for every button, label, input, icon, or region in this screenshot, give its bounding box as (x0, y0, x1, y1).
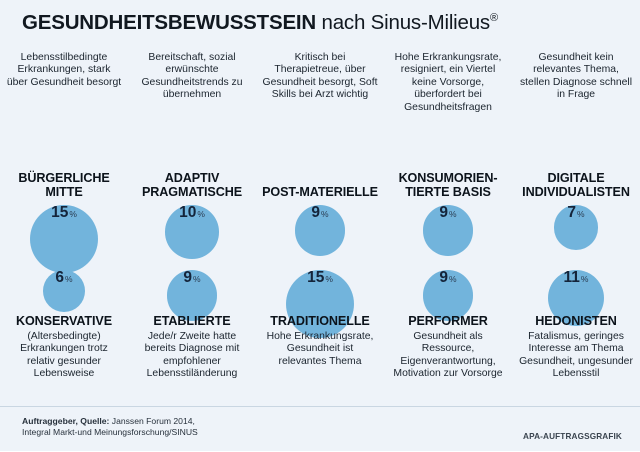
bubble-value: 9 (439, 204, 449, 221)
percent-sign: % (449, 274, 457, 284)
bubble-cell-bottom: 9% (384, 266, 512, 331)
title-bar: GESUNDHEITSBEWUSSTSEIN nach Sinus-Milieu… (0, 0, 640, 46)
percent-sign: % (449, 209, 457, 219)
bubble-value: 9 (311, 204, 321, 221)
bubble-cell-bottom: 6% (0, 266, 128, 331)
bubble-cell-bottom: 9% (128, 266, 256, 331)
footer: Auftraggeber, Quelle: Janssen Forum 2014… (0, 406, 640, 452)
percent-sign: % (321, 209, 329, 219)
bubble-value: 10 (179, 204, 197, 221)
percentage-bubble[interactable]: 6% (43, 270, 85, 312)
milieu-grid: Lebensstilbedingte Erkrankungen, stark ü… (0, 46, 640, 406)
column-bottom: TRADITIONELLE Hohe Erkrankungsrate, Gesu… (256, 310, 384, 406)
description-text: Lebensstilbedingte Erkrankungen, stark ü… (6, 52, 122, 88)
milieu-name-top: POST-MATERIELLE (256, 116, 384, 201)
bubble-cell-top: 9% (256, 201, 384, 276)
milieu-name-bottom: HEDONISTEN (535, 314, 617, 328)
milieu-name-text: BÜRGERLICHE MITTE (18, 170, 110, 199)
source-line-1: Janssen Forum 2014, (109, 416, 195, 426)
milieu-name-text: ADAPTIV PRAGMATISCHE (141, 170, 243, 199)
milieu-name-top: DIGITALE INDIVIDUALISTEN (512, 116, 640, 201)
bubble-value: 15 (307, 269, 325, 286)
bubble-cell-top: 15% (0, 201, 128, 276)
bubble-cell-bottom: 15% (256, 266, 384, 339)
bubble-value: 7 (567, 204, 577, 221)
milieu-name-bottom: TRADITIONELLE (270, 314, 370, 328)
bubble-cell-top: 9% (384, 201, 512, 276)
bubble-value: 9 (183, 269, 193, 286)
bubble-cell-top: 7% (512, 201, 640, 276)
column-description-bottom: Fatalismus, geringes Interesse am Thema … (519, 331, 633, 380)
percent-sign: % (580, 274, 589, 284)
percent-sign: % (197, 209, 205, 219)
milieu-name-top: KONSUMORIEN-TIERTE BASIS (384, 116, 512, 201)
percent-sign: % (325, 274, 333, 284)
column-bottom: PERFORMER Gesundheit als Ressource, Eige… (384, 310, 512, 406)
percentage-bubble[interactable]: 11% (547, 269, 605, 327)
column-description-top: Bereitschaft, sozial erwünschte Gesundhe… (128, 46, 256, 116)
column-bottom: KONSERVATIVE (Altersbedingte) Erkrankung… (0, 310, 128, 406)
page-title: GESUNDHEITSBEWUSSTSEIN nach Sinus-Milieu… (22, 11, 498, 35)
source-note: Auftraggeber, Quelle: Janssen Forum 2014… (22, 416, 198, 439)
percent-sign: % (69, 209, 77, 219)
percentage-bubble[interactable]: 9% (422, 204, 474, 256)
percent-sign: % (193, 274, 201, 284)
milieu-name-top: BÜRGERLICHE MITTE (0, 116, 128, 201)
description-text: Kritisch bei Therapietreue, über Gesundh… (262, 52, 378, 101)
column-description-bottom: Hohe Erkrankungsrate, Gesundheit ist rel… (266, 331, 374, 367)
column-bottom: ETABLIERTE Jede/r Zweite hatte bereits D… (128, 310, 256, 406)
source-label: Auftraggeber, Quelle: (22, 416, 110, 426)
column-description-bottom: (Altersbedingte) Erkrankungen trotz rela… (20, 331, 108, 380)
bubble-value: 6 (55, 269, 65, 286)
percentage-bubble[interactable]: 15% (29, 204, 99, 274)
column-description-top: Lebensstilbedingte Erkrankungen, stark ü… (0, 46, 128, 116)
title-rest: nach Sinus-Milieus (316, 11, 491, 34)
bubble-value: 9 (439, 269, 449, 286)
milieu-name-bottom: KONSERVATIVE (15, 314, 113, 328)
column-description-top: Kritisch bei Therapietreue, über Gesundh… (256, 46, 384, 116)
percentage-bubble[interactable]: 7% (553, 204, 599, 250)
milieu-name-text: KONSUMORIEN-TIERTE BASIS (398, 170, 498, 199)
milieu-name-text: DIGITALE INDIVIDUALISTEN (522, 170, 630, 199)
milieu-name-bottom: PERFORMER (408, 314, 488, 328)
bubble-cell-bottom: 11% (512, 266, 640, 331)
column-description-top: Hohe Erkrankungsrate, resigniert, ein Vi… (384, 46, 512, 116)
column-description-bottom: Gesundheit als Ressource, Eigenverantwor… (393, 331, 503, 380)
column-description-bottom: Jede/r Zweite hatte bereits Diagnose mit… (144, 331, 240, 380)
percentage-bubble[interactable]: 9% (294, 204, 346, 256)
percentage-bubble[interactable]: 9% (166, 269, 218, 321)
percent-sign: % (65, 274, 73, 284)
milieu-name-top: ADAPTIV PRAGMATISCHE (128, 116, 256, 201)
description-text: Gesundheit kein relevantes Thema, stelle… (519, 52, 633, 101)
bubble-cell-top: 10% (128, 201, 256, 276)
agency-credit: APA-AUFTRAGSGRAFIK (523, 432, 622, 441)
milieu-row-bottom: KONSERVATIVE (Altersbedingte) Erkrankung… (0, 310, 640, 406)
milieu-name-text: POST-MATERIELLE (262, 184, 378, 199)
description-text: Bereitschaft, sozial erwünschte Gesundhe… (141, 52, 243, 101)
description-text: Hohe Erkrankungsrate, resigniert, ein Vi… (394, 52, 502, 113)
bubble-value: 15 (51, 204, 69, 221)
milieu-name-bottom: ETABLIERTE (153, 314, 231, 328)
percent-sign: % (577, 209, 585, 219)
bubble-row-bottom: 6% 9% 15% 9% 11% (0, 266, 640, 339)
percentage-bubble[interactable]: 15% (285, 269, 355, 339)
bubble-value: 11 (563, 269, 580, 286)
column-bottom: HEDONISTEN Fatalismus, geringes Interess… (512, 310, 640, 406)
title-strong: GESUNDHEITSBEWUSSTSEIN (22, 11, 317, 34)
registered-mark-icon: ® (489, 12, 498, 25)
column-description-top: Gesundheit kein relevantes Thema, stelle… (512, 46, 640, 116)
percentage-bubble[interactable]: 9% (422, 269, 474, 321)
percentage-bubble[interactable]: 10% (165, 205, 219, 259)
source-line-2: Integral Markt-und Meinungsforschung/SIN… (22, 427, 198, 438)
